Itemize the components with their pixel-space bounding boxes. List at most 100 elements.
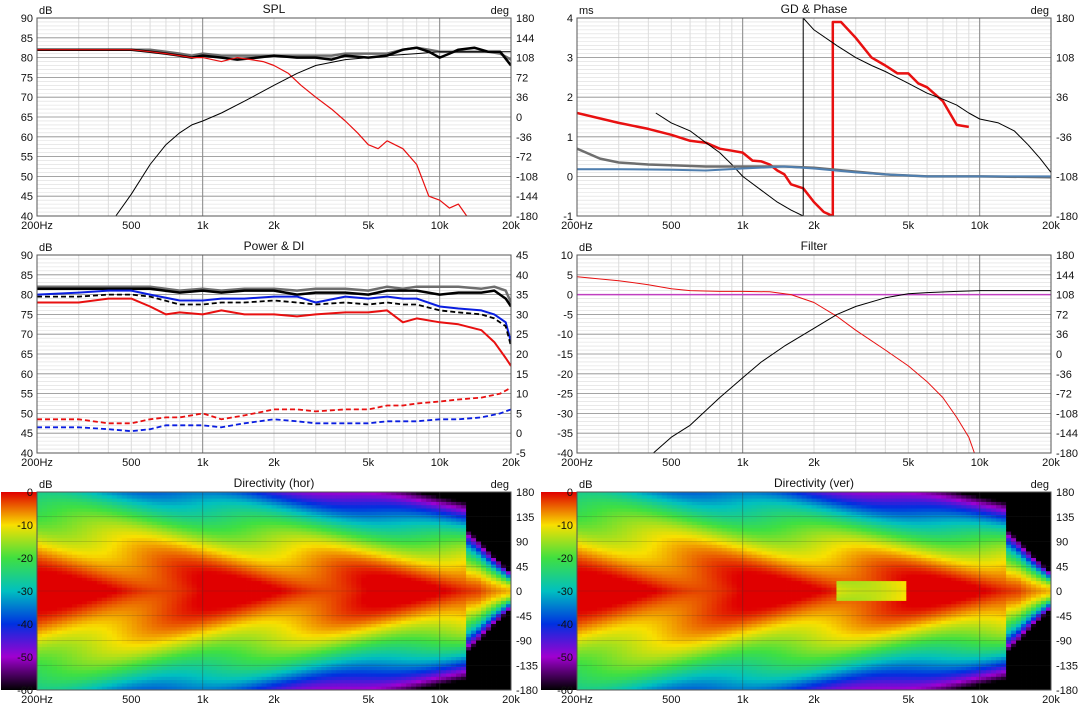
heatmap-cell — [106, 584, 113, 589]
heatmap-cell — [91, 617, 98, 622]
heatmap-cell — [421, 604, 427, 608]
heatmap-cell — [226, 492, 232, 496]
heatmap-cell — [321, 574, 327, 579]
heatmap-cell — [71, 643, 78, 648]
heatmap-cell — [106, 594, 113, 598]
heatmap-cell — [161, 515, 168, 519]
heatmap-cell — [271, 544, 277, 549]
heatmap-cell — [56, 548, 63, 552]
heatmap-cell — [451, 528, 457, 532]
heatmap-cell — [271, 624, 277, 628]
heatmap-cell — [176, 534, 183, 539]
heatmap-cell — [86, 610, 93, 615]
heatmap-cell — [416, 597, 422, 602]
heatmap-cell — [221, 528, 227, 532]
heatmap-cell — [376, 515, 382, 519]
heatmap-cell — [476, 501, 482, 506]
heatmap-cell — [466, 551, 472, 556]
heatmap-cell — [406, 600, 412, 605]
heatmap-cell — [37, 515, 43, 519]
heatmap-cell — [176, 647, 183, 651]
heatmap-cell — [486, 584, 492, 589]
x-tick-label: 200Hz — [561, 220, 593, 232]
heatmap-cell — [501, 561, 507, 565]
heatmap-cell — [226, 597, 232, 602]
heatmap-cell — [106, 643, 113, 648]
heatmap-cell — [441, 534, 447, 539]
heatmap-cell — [251, 591, 257, 595]
heatmap-cell — [306, 554, 312, 559]
heatmap-cell — [206, 492, 213, 496]
heatmap-cell — [56, 561, 63, 565]
heatmap-cell — [391, 558, 397, 562]
heatmap-cell — [146, 544, 153, 549]
heatmap-cell — [146, 584, 153, 589]
heatmap-cell — [81, 511, 88, 516]
heatmap-cell — [261, 607, 267, 612]
heatmap-cell — [426, 567, 432, 572]
heatmap-cell — [231, 624, 237, 628]
y-axis-unit: dB — [39, 242, 52, 254]
heatmap-cell — [61, 584, 68, 589]
heatmap-cell — [136, 501, 143, 506]
heatmap-cell — [161, 554, 168, 559]
heatmap-cell — [411, 515, 417, 519]
heatmap-cell — [181, 508, 188, 513]
heatmap-cell — [421, 554, 427, 559]
heatmap-cell — [206, 538, 213, 542]
heatmap-cell — [276, 624, 282, 628]
heatmap-cell — [37, 604, 43, 608]
heatmap-cell — [486, 581, 492, 585]
heatmap-cell — [186, 515, 193, 519]
heatmap-cell — [476, 614, 482, 618]
heatmap-cell — [166, 607, 173, 612]
heatmap-cell — [366, 505, 372, 509]
heatmap-cell — [91, 538, 98, 542]
heatmap-cell — [126, 498, 133, 503]
heatmap-cell — [246, 567, 252, 572]
heatmap-cell — [61, 538, 68, 542]
heatmap-cell — [226, 647, 232, 651]
heatmap-cell — [56, 614, 63, 618]
heatmap-cell — [346, 607, 352, 612]
heatmap-cell — [341, 551, 347, 556]
heatmap-cell — [51, 544, 58, 549]
heatmap-cell — [231, 627, 237, 631]
heatmap-cell — [76, 495, 83, 499]
heatmap-cell — [426, 610, 432, 615]
heatmap-cell — [306, 531, 312, 536]
heatmap-cell — [111, 581, 118, 585]
heatmap-cell — [166, 498, 173, 503]
heatmap-cell — [331, 637, 337, 641]
heatmap-cell — [441, 577, 447, 582]
heatmap-cell — [391, 597, 397, 602]
heatmap-cell — [216, 538, 223, 542]
heatmap-cell — [336, 511, 342, 516]
heatmap-cell — [461, 614, 467, 618]
heatmap-cell — [411, 617, 417, 622]
heatmap-cell — [336, 521, 342, 526]
heatmap-cell — [426, 594, 432, 598]
heatmap-cell — [181, 584, 188, 589]
heatmap-cell — [181, 492, 188, 496]
heatmap-cell — [506, 511, 512, 516]
heatmap-cell — [266, 584, 272, 589]
heatmap-cell — [296, 597, 302, 602]
heatmap-cell — [211, 495, 218, 499]
heatmap-cell — [246, 630, 252, 635]
heatmap-cell — [286, 561, 292, 565]
heatmap-cell — [326, 541, 332, 546]
heatmap-cell — [251, 607, 257, 612]
heatmap-cell — [176, 627, 183, 631]
heatmap-cell — [251, 505, 257, 509]
heatmap-cell — [226, 643, 232, 648]
heatmap-cell — [436, 630, 442, 635]
heatmap-cell — [316, 561, 322, 565]
y-tick-label: 55 — [21, 152, 33, 164]
heatmap-cell — [46, 567, 53, 572]
heatmap-cell — [491, 581, 497, 585]
heatmap-cell — [216, 492, 223, 496]
heatmap-cell — [361, 591, 367, 595]
heatmap-cell — [336, 492, 342, 496]
heatmap-cell — [401, 528, 407, 532]
